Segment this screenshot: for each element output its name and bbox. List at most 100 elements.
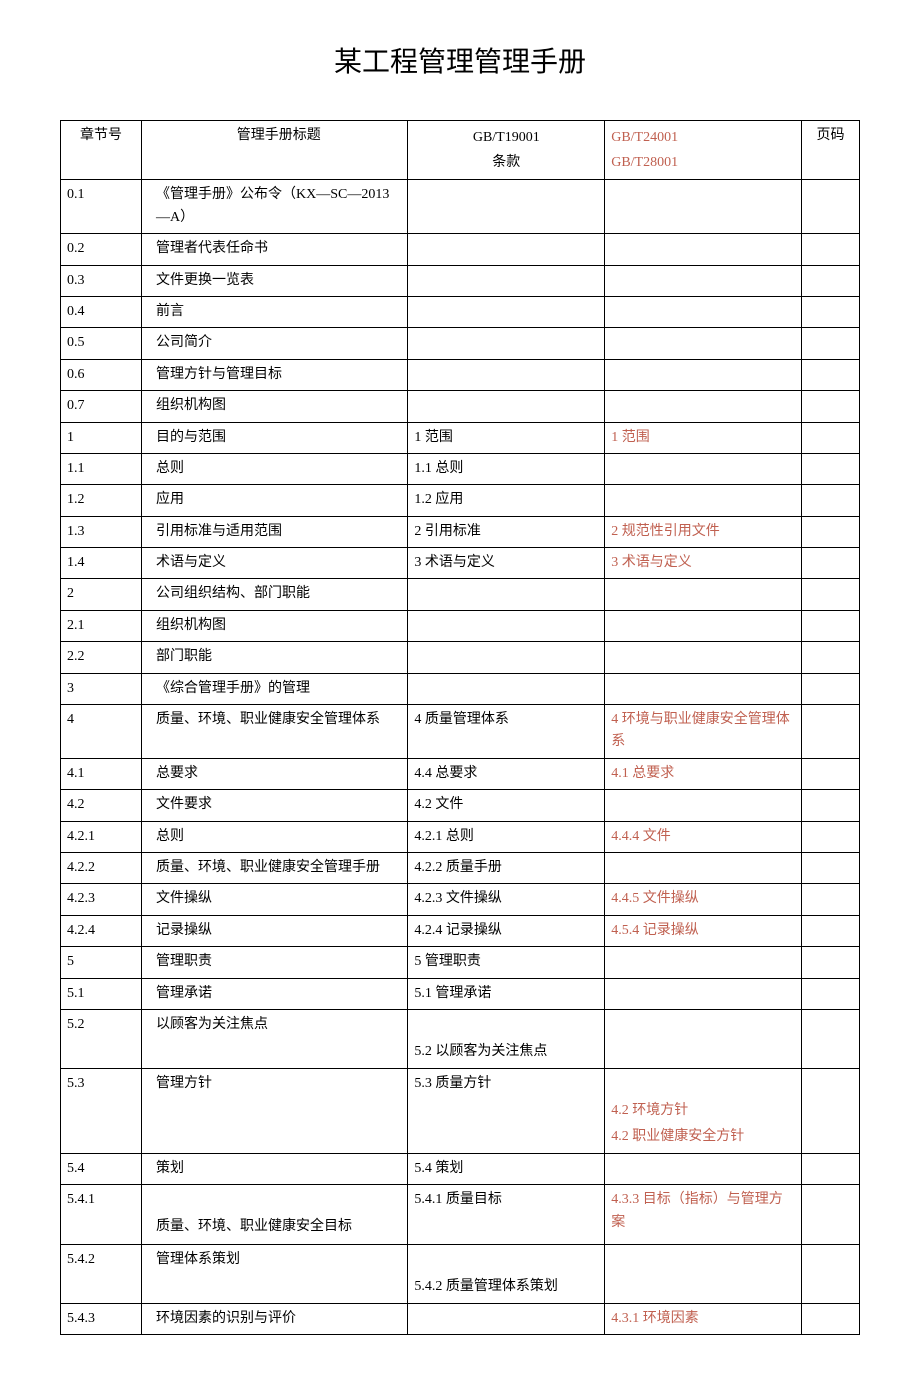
cell-title: 术语与定义 <box>142 548 408 579</box>
table-row: 3 《综合管理手册》的管理 <box>61 673 860 704</box>
cell-page <box>802 516 860 547</box>
table-row: 4.1 总要求 4.4 总要求 4.1 总要求 <box>61 758 860 789</box>
table-header-row: 章节号 管理手册标题 GB/T19001 条款 GB/T24001 GB/T28… <box>61 121 860 180</box>
table-row: 2 公司组织结构、部门职能 <box>61 579 860 610</box>
cell-page <box>802 1069 860 1154</box>
table-row: 4 质量、环境、职业健康安全管理体系 4 质量管理体系 4 环境与职业健康安全管… <box>61 705 860 759</box>
cell-gbt24001 <box>605 391 802 422</box>
cell-page <box>802 328 860 359</box>
cell-gbt19001 <box>408 234 605 265</box>
cell-gbt19001: 4.2.4 记录操纵 <box>408 915 605 946</box>
cell-gbt19001: 4.4 总要求 <box>408 758 605 789</box>
table-row: 2.1 组织机构图 <box>61 610 860 641</box>
header-chapter: 章节号 <box>61 121 142 180</box>
cell-title: 以顾客为关注焦点 <box>142 1009 408 1068</box>
cell-blank-line <box>414 1014 598 1039</box>
cell-page <box>802 947 860 978</box>
cell-title: 管理者代表任命书 <box>142 234 408 265</box>
cell-title: 管理方针 <box>142 1069 408 1154</box>
cell-title: 部门职能 <box>142 642 408 673</box>
table-row: 0.6 管理方针与管理目标 <box>61 359 860 390</box>
table-row: 5.4 策划 5.4 策划 <box>61 1153 860 1184</box>
cell-chapter: 2.1 <box>61 610 142 641</box>
table-row: 4.2.1 总则 4.2.1 总则 4.4.4 文件 <box>61 821 860 852</box>
cell-gbt24001 <box>605 485 802 516</box>
cell-gbt24001: 2 规范性引用文件 <box>605 516 802 547</box>
cell-gbt19001 <box>408 265 605 296</box>
cell-gbt24001 <box>605 453 802 484</box>
cell-line2: 质量、环境、职业健康安全目标 <box>156 1214 401 1239</box>
cell-chapter: 0.7 <box>61 391 142 422</box>
cell-title: 公司简介 <box>142 328 408 359</box>
cell-title: 管理体系策划 <box>142 1244 408 1303</box>
cell-gbt24001 <box>605 359 802 390</box>
cell-gbt19001: 1.2 应用 <box>408 485 605 516</box>
cell-page <box>802 821 860 852</box>
table-row: 0.7 组织机构图 <box>61 391 860 422</box>
cell-gbt24001 <box>605 673 802 704</box>
cell-page <box>802 180 860 234</box>
cell-gbt19001: 5.3 质量方针 <box>408 1069 605 1154</box>
cell-title: 《管理手册》公布令（KX—SC—2013—A） <box>142 180 408 234</box>
header-gbt24001: GB/T24001 GB/T28001 <box>605 121 802 180</box>
cell-line2: 5.4.2 质量管理体系策划 <box>414 1274 598 1299</box>
cell-gbt24001 <box>605 180 802 234</box>
cell-chapter: 0.5 <box>61 328 142 359</box>
cell-gbt24001: 4.4.4 文件 <box>605 821 802 852</box>
table-row: 0.3 文件更换一览表 <box>61 265 860 296</box>
cell-page <box>802 978 860 1009</box>
table-row: 5.1 管理承诺 5.1 管理承诺 <box>61 978 860 1009</box>
cell-line2: 5.2 以顾客为关注焦点 <box>414 1039 598 1064</box>
cell-gbt19001: 5 管理职责 <box>408 947 605 978</box>
cell-title: 文件要求 <box>142 790 408 821</box>
cell-title: 公司组织结构、部门职能 <box>142 579 408 610</box>
cell-title: 前言 <box>142 296 408 327</box>
cell-page <box>802 884 860 915</box>
table-row: 5.4.2 管理体系策划 5.4.2 质量管理体系策划 <box>61 1244 860 1303</box>
cell-page <box>802 359 860 390</box>
cell-gbt19001: 4.2 文件 <box>408 790 605 821</box>
cell-title: 管理承诺 <box>142 978 408 1009</box>
cell-blank-line <box>156 1189 401 1214</box>
cell-chapter: 0.1 <box>61 180 142 234</box>
cell-chapter: 5.2 <box>61 1009 142 1068</box>
cell-gbt19001 <box>408 673 605 704</box>
cell-chapter: 5.4 <box>61 1153 142 1184</box>
cell-chapter: 0.4 <box>61 296 142 327</box>
cell-gbt19001 <box>408 642 605 673</box>
cell-title: 记录操纵 <box>142 915 408 946</box>
cell-page <box>802 610 860 641</box>
table-row: 2.2 部门职能 <box>61 642 860 673</box>
cell-gbt24001: 3 术语与定义 <box>605 548 802 579</box>
cell-gbt24001: 4.5.4 记录操纵 <box>605 915 802 946</box>
cell-gbt24001 <box>605 1009 802 1068</box>
cell-chapter: 5.1 <box>61 978 142 1009</box>
cell-chapter: 5 <box>61 947 142 978</box>
table-row: 5.4.3 环境因素的识别与评价 4.3.1 环境因素 <box>61 1304 860 1335</box>
cell-gbt19001 <box>408 180 605 234</box>
table-row: 1 目的与范围 1 范围 1 范围 <box>61 422 860 453</box>
cell-chapter: 2.2 <box>61 642 142 673</box>
cell-title: 质量、环境、职业健康安全目标 <box>142 1185 408 1244</box>
cell-chapter: 4.2.4 <box>61 915 142 946</box>
cell-chapter: 1.1 <box>61 453 142 484</box>
cell-page <box>802 265 860 296</box>
cell-gbt19001: 5.2 以顾客为关注焦点 <box>408 1009 605 1068</box>
cell-gbt24001 <box>605 1244 802 1303</box>
table-row: 4.2.2 质量、环境、职业健康安全管理手册 4.2.2 质量手册 <box>61 852 860 883</box>
cell-title: 质量、环境、职业健康安全管理手册 <box>142 852 408 883</box>
cell-gbt19001: 5.4 策划 <box>408 1153 605 1184</box>
cell-page <box>802 1244 860 1303</box>
cell-gbt19001: 4 质量管理体系 <box>408 705 605 759</box>
cell-gbt19001 <box>408 579 605 610</box>
cell-gbt24001 <box>605 852 802 883</box>
cell-title: 总要求 <box>142 758 408 789</box>
cell-chapter: 5.3 <box>61 1069 142 1154</box>
cell-gbt19001: 1.1 总则 <box>408 453 605 484</box>
cell-blank-line <box>611 1073 795 1098</box>
cell-chapter: 2 <box>61 579 142 610</box>
cell-page <box>802 1304 860 1335</box>
cell-chapter: 5.4.1 <box>61 1185 142 1244</box>
cell-page <box>802 1185 860 1244</box>
cell-gbt19001: 5.4.2 质量管理体系策划 <box>408 1244 605 1303</box>
